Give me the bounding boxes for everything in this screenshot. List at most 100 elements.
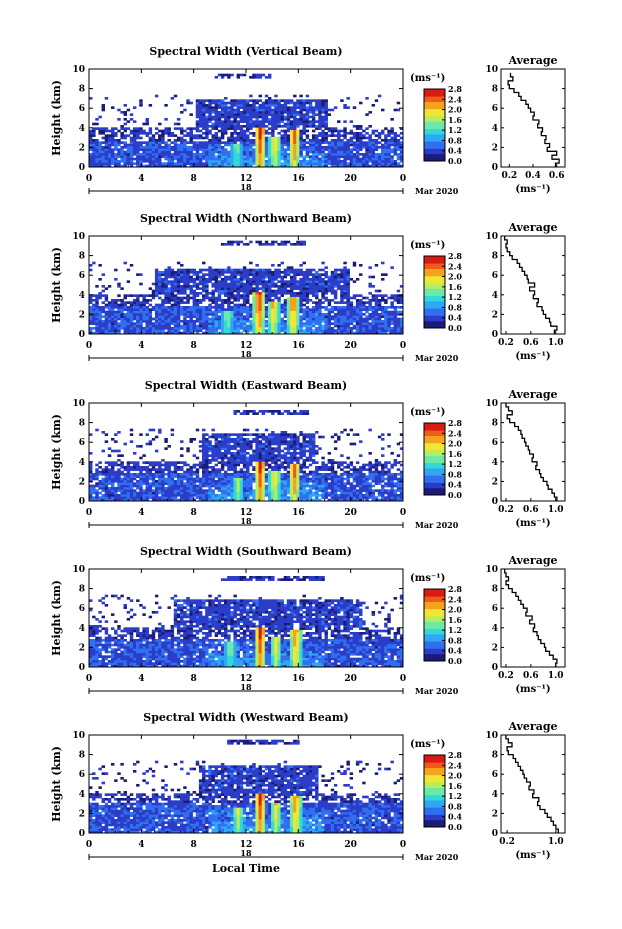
heatmap-cell: [198, 160, 203, 163]
heatmap-cell: [346, 329, 350, 332]
heatmap-cell: [220, 282, 225, 286]
heatmap-cell: [333, 289, 338, 293]
heatmap-cell: [123, 480, 127, 483]
heatmap-cell: [224, 324, 228, 328]
heatmap-cell: [359, 136, 363, 140]
heatmap-cell: [136, 299, 140, 302]
heatmap-cell: [337, 329, 341, 332]
heatmap-cell: [211, 122, 215, 126]
heatmap-cell: [311, 148, 316, 151]
heatmap-cell: [180, 104, 184, 107]
heatmap-cell: [214, 287, 219, 290]
heatmap-cell: [208, 160, 212, 163]
heatmap-cell: [267, 113, 272, 116]
heatmap-cell: [283, 101, 288, 105]
heatmap-cell: [289, 132, 294, 135]
heatmap-cell: [208, 125, 212, 128]
heatmap-cell: [246, 280, 250, 283]
heatmap-cell: [126, 480, 131, 483]
heatmap-cell: [198, 134, 203, 137]
heatmap-cell: [164, 496, 168, 499]
heatmap-cell: [104, 310, 109, 314]
heatmap-cell: [283, 143, 288, 147]
heatmap-cell: [293, 132, 297, 135]
heatmap-cell: [176, 322, 181, 325]
heatmap-cell: [396, 294, 401, 297]
heatmap-cell: [195, 320, 200, 323]
heatmap-cell: [277, 320, 281, 323]
heatmap-cell: [289, 139, 294, 142]
heatmap-cell: [271, 310, 275, 314]
colorbar-swatch: [424, 150, 445, 153]
heatmap-cell: [374, 315, 379, 318]
heatmap-cell: [154, 496, 159, 499]
colorbar-swatch: [424, 310, 445, 313]
heatmap-cell: [211, 331, 215, 335]
heatmap-cell: [120, 134, 124, 137]
heatmap-cell: [324, 271, 328, 274]
heatmap-cell: [195, 292, 200, 295]
heatmap-cell: [283, 125, 288, 128]
heatmap-cell: [362, 160, 366, 163]
heatmap-cell: [399, 299, 404, 302]
heatmap-cell: [202, 132, 206, 135]
heatmap-cell: [346, 320, 350, 323]
heatmap-cell: [170, 491, 175, 495]
heatmap-cell: [252, 313, 256, 316]
heatmap-cell: [296, 306, 300, 309]
heatmap-cell: [355, 313, 360, 316]
heatmap-cell: [371, 143, 376, 147]
heatmap-cell: [280, 108, 284, 112]
heatmap-cell: [296, 327, 300, 330]
heatmap-cell: [161, 150, 165, 154]
heatmap-cell: [110, 317, 115, 321]
heatmap-cell: [180, 287, 184, 290]
heatmap-cell: [371, 315, 376, 318]
heatmap-cell: [368, 136, 372, 140]
heatmap-cell: [202, 150, 206, 154]
heatmap-cell: [92, 146, 96, 149]
heatmap-cell: [129, 160, 134, 163]
heatmap-cell: [255, 240, 259, 244]
heatmap-cell: [242, 143, 247, 147]
heatmap-cell: [280, 148, 284, 151]
heatmap-cell: [136, 310, 140, 314]
heatmap-cell: [337, 134, 341, 137]
heatmap-cell: [346, 301, 350, 304]
heatmap-cell: [224, 129, 228, 133]
heatmap-cell: [333, 273, 338, 276]
heatmap-cell: [274, 331, 278, 335]
heatmap-cell: [154, 285, 159, 288]
heatmap-cell: [324, 108, 328, 112]
heatmap-cell: [277, 315, 281, 318]
heatmap-cell: [101, 289, 105, 293]
heatmap-cell: [104, 146, 109, 149]
heatmap-cell: [89, 132, 93, 135]
heatmap-cell: [318, 104, 322, 107]
heatmap-cell: [308, 285, 313, 288]
heatmap-cell: [151, 496, 156, 499]
heatmap-cell: [233, 146, 237, 149]
heatmap-cell: [359, 313, 363, 316]
heatmap-cell: [233, 155, 237, 158]
heatmap-cell: [299, 315, 303, 318]
heatmap-cell: [117, 463, 121, 467]
heatmap-cell: [129, 496, 134, 499]
colorbar-tick-label: 2.4: [448, 94, 462, 104]
heatmap-cell: [98, 278, 102, 281]
heatmap-cell: [214, 306, 219, 309]
heatmap-cell: [195, 313, 200, 316]
heatmap-cell: [311, 292, 316, 295]
colorbar-swatch: [424, 272, 445, 275]
heatmap-cell: [242, 299, 247, 302]
heatmap-cell: [274, 292, 278, 295]
heatmap-cell: [224, 299, 228, 302]
heatmap-cell: [293, 308, 297, 311]
heatmap-cell: [246, 129, 250, 133]
heatmap-cell: [296, 106, 300, 109]
heatmap-cell: [117, 285, 121, 288]
heatmap-cell: [164, 299, 168, 302]
heatmap-cell: [337, 275, 341, 279]
heatmap-cell: [164, 498, 168, 502]
heatmap-cell: [202, 127, 206, 130]
